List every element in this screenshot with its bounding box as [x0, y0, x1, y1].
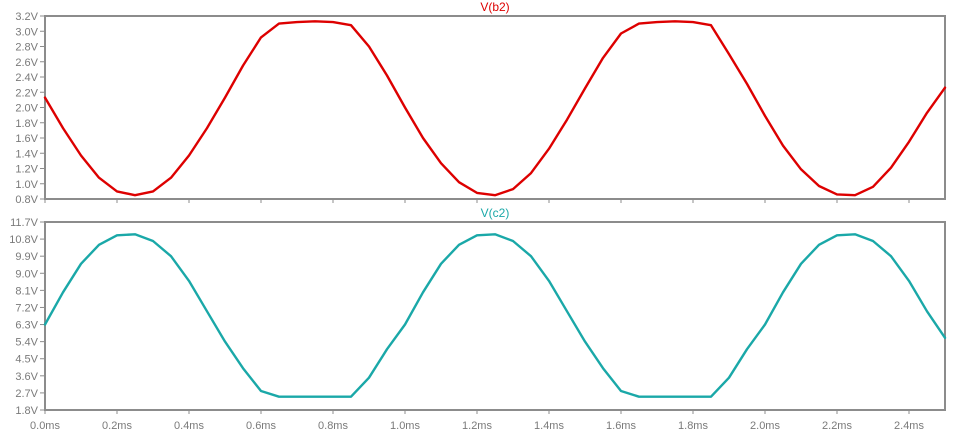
x-tick-label: 1.4ms	[534, 420, 564, 432]
y-tick-label: 1.6V	[15, 133, 38, 145]
x-tick-label: 2.2ms	[822, 420, 852, 432]
y-tick-label: 2.7V	[15, 388, 38, 400]
x-tick-label: 0.2ms	[102, 420, 132, 432]
y-tick-label: 2.4V	[15, 72, 38, 84]
y-tick-label: 9.9V	[15, 251, 38, 263]
y-tick-label: 10.8V	[9, 234, 38, 246]
y-tick-label: 5.4V	[15, 337, 38, 349]
x-tick-label: 0.4ms	[174, 420, 204, 432]
x-tick-label: 1.2ms	[462, 420, 492, 432]
plot-frame-1	[44, 15, 946, 200]
y-tick-label: 3.2V	[15, 11, 38, 23]
chart-title-1: V(b2)	[480, 0, 509, 14]
y-tick-label: 1.0V	[15, 179, 38, 191]
y-tick-label: 3.6V	[15, 371, 38, 383]
series-line-2	[43, 233, 947, 398]
series-line-1	[43, 20, 947, 197]
y-tick-label: 9.0V	[15, 268, 38, 280]
y-tick-label: 6.3V	[15, 320, 38, 332]
x-tick-label: 0.0ms	[30, 420, 60, 432]
x-tick-label: 1.8ms	[678, 420, 708, 432]
y-tick-label: 8.1V	[15, 285, 38, 297]
y-tick-label: 1.8V	[15, 405, 38, 417]
y-tick-label: 1.8V	[15, 118, 38, 130]
x-tick-label: 2.4ms	[894, 420, 924, 432]
y-tick-label: 7.2V	[15, 302, 38, 314]
x-tick-label: 0.8ms	[318, 420, 348, 432]
chart-title-2: V(c2)	[481, 206, 510, 220]
y-tick-label: 0.8V	[15, 194, 38, 206]
x-tick-label: 0.6ms	[246, 420, 276, 432]
y-tick-label: 1.4V	[15, 148, 38, 160]
y-tick-label: 2.0V	[15, 103, 38, 115]
x-tick-label: 2.0ms	[750, 420, 780, 432]
y-tick-label: 2.6V	[15, 57, 38, 69]
plot-frame-2	[44, 221, 946, 411]
y-tick-label: 4.5V	[15, 354, 38, 366]
y-tick-label: 2.8V	[15, 42, 38, 54]
y-tick-label: 3.0V	[15, 26, 38, 38]
y-tick-label: 1.2V	[15, 164, 38, 176]
x-tick-label: 1.0ms	[390, 420, 420, 432]
y-tick-label: 11.7V	[10, 217, 39, 229]
y-tick-label: 2.2V	[15, 87, 38, 99]
x-tick-label: 1.6ms	[606, 420, 636, 432]
